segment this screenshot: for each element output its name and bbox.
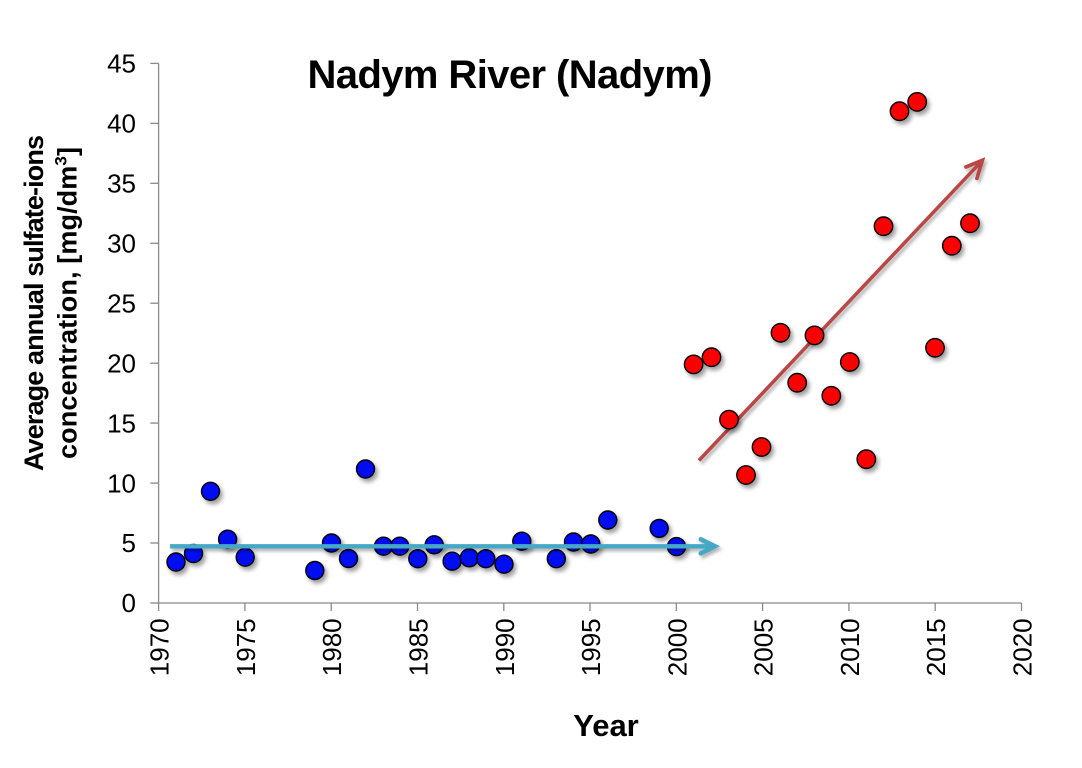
svg-text:1995: 1995 xyxy=(576,618,606,676)
svg-text:25: 25 xyxy=(107,288,136,318)
svg-text:0: 0 xyxy=(122,588,136,618)
svg-text:2000: 2000 xyxy=(662,618,692,676)
svg-text:Average annual sulfate-ions: Average annual sulfate-ions xyxy=(19,135,49,471)
svg-text:2020: 2020 xyxy=(1008,618,1038,676)
svg-text:1990: 1990 xyxy=(490,618,520,676)
svg-text:5: 5 xyxy=(122,528,136,558)
svg-text:2015: 2015 xyxy=(921,618,951,676)
svg-text:2005: 2005 xyxy=(749,618,779,676)
svg-text:1980: 1980 xyxy=(317,618,347,676)
svg-text:35: 35 xyxy=(107,169,136,199)
svg-text:2010: 2010 xyxy=(835,618,865,676)
svg-text:30: 30 xyxy=(107,229,136,259)
svg-text:45: 45 xyxy=(107,49,136,79)
svg-text:1970: 1970 xyxy=(145,618,175,676)
svg-text:1975: 1975 xyxy=(231,618,261,676)
svg-text:Nadym River (Nadym): Nadym River (Nadym) xyxy=(308,53,713,97)
svg-text:1985: 1985 xyxy=(404,618,434,676)
svg-text:20: 20 xyxy=(107,348,136,378)
svg-text:concentration, [mg/dm3]: concentration, [mg/dm3] xyxy=(52,147,83,459)
svg-text:10: 10 xyxy=(107,468,136,498)
svg-text:15: 15 xyxy=(107,408,136,438)
svg-text:Year: Year xyxy=(573,708,639,743)
svg-text:40: 40 xyxy=(107,109,136,139)
